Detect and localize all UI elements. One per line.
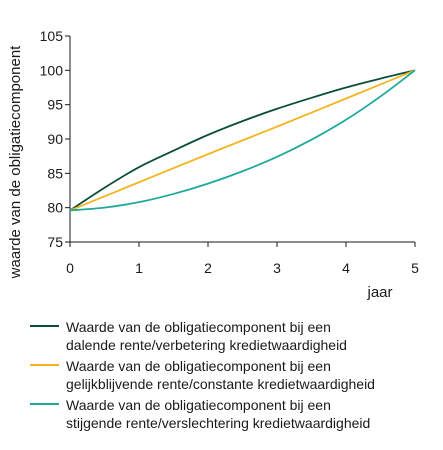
x-tick-label: 4 <box>342 260 350 276</box>
x-tick-label: 2 <box>204 260 212 276</box>
x-tick-label: 3 <box>273 260 281 276</box>
legend: Waarde van de obligatiecomponent bij een… <box>30 318 440 435</box>
legend-label: Waarde van de obligatiecomponent bij een… <box>66 357 440 393</box>
y-tick-label: 80 <box>47 200 63 216</box>
legend-swatch <box>30 403 59 405</box>
legend-label: Waarde van de obligatiecomponent bij een… <box>66 318 440 354</box>
series-line-2 <box>69 69 416 212</box>
series-line-3 <box>69 69 416 212</box>
legend-label-line: stijgende rente/verslechtering kredietwa… <box>66 415 371 431</box>
legend-label-line: dalende rente/verbetering kredietwaardig… <box>66 337 347 353</box>
y-tick-label: 85 <box>47 165 63 181</box>
chart: waarde van de obligatiecomponent 75 80 85 9… <box>7 28 419 301</box>
legend-swatch <box>30 325 59 327</box>
y-tick-label: 105 <box>40 28 64 44</box>
series-lines <box>69 69 416 212</box>
x-tick-label: 1 <box>135 260 143 276</box>
axes <box>69 36 415 243</box>
y-tick-label: 95 <box>47 97 63 113</box>
series-line-1 <box>69 69 416 212</box>
legend-item-3: Waarde van de obligatiecomponent bij een… <box>30 396 440 432</box>
y-tick-label: 90 <box>47 131 63 147</box>
legend-label-line: Waarde van de obligatiecomponent bij een <box>66 358 331 374</box>
y-tick-label: 100 <box>40 62 64 78</box>
y-tick-label: 75 <box>47 234 63 250</box>
legend-label-line: Waarde van de obligatiecomponent bij een <box>66 319 331 335</box>
y-axis-title: waarde van de obligatiecomponent <box>7 45 24 279</box>
y-ticks: 75 80 85 90 95 100 105 <box>40 28 70 250</box>
legend-item-1: Waarde van de obligatiecomponent bij een… <box>30 318 440 354</box>
x-ticks: 0 1 2 3 4 5 <box>66 242 419 276</box>
x-tick-label: 0 <box>66 260 74 276</box>
x-tick-label: 5 <box>411 260 419 276</box>
legend-label-line: gelijkblijvende rente/constante kredietw… <box>66 376 375 392</box>
x-axis-title: jaar <box>366 284 392 301</box>
legend-swatch <box>30 364 59 366</box>
legend-item-2: Waarde van de obligatiecomponent bij een… <box>30 357 440 393</box>
legend-label: Waarde van de obligatiecomponent bij een… <box>66 396 440 432</box>
legend-label-line: Waarde van de obligatiecomponent bij een <box>66 397 331 413</box>
